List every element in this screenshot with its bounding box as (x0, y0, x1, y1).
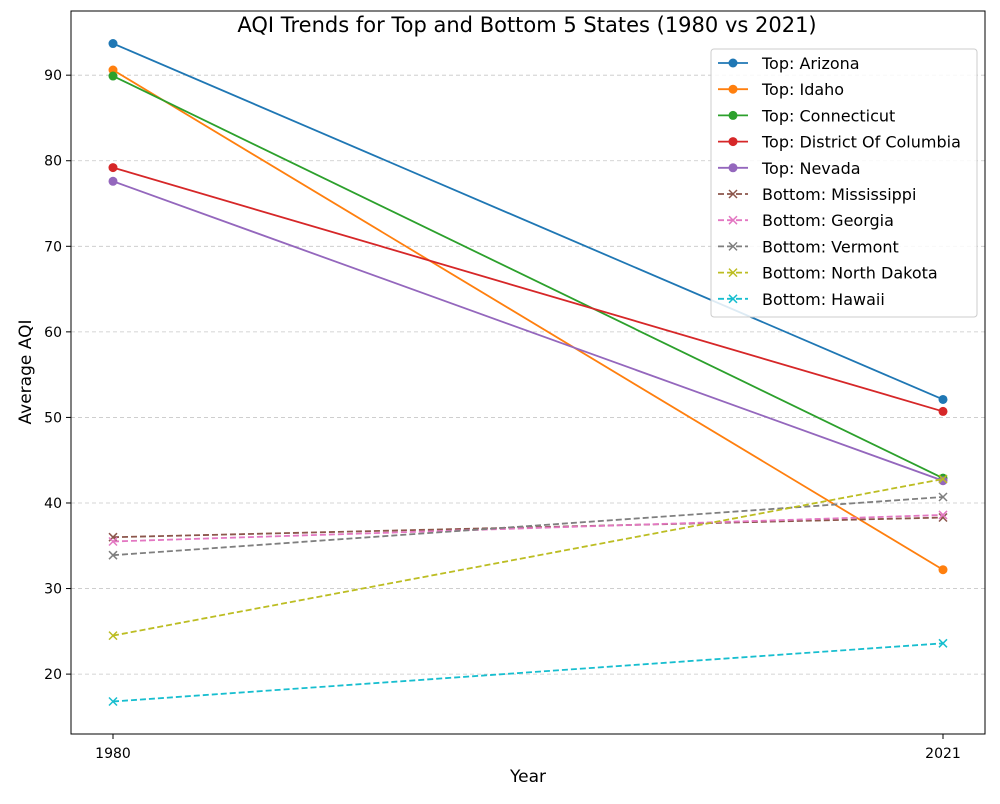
data-point (938, 394, 948, 404)
series-line (112, 75, 944, 479)
data-point (938, 476, 948, 486)
series-layer (108, 39, 948, 707)
plot-frame (70, 10, 986, 735)
legend-entry: Bottom: Georgia (718, 211, 894, 230)
series-line (112, 642, 944, 703)
legend-label: Bottom: North Dakota (762, 264, 938, 283)
data-point (108, 550, 118, 560)
legend-label: Top: Connecticut (761, 106, 895, 125)
data-point (108, 696, 118, 707)
y-tick-label: 80 (44, 154, 62, 170)
legend-entry: Bottom: Vermont (718, 237, 899, 256)
data-point (108, 163, 118, 173)
y-tick-label: 50 (44, 410, 62, 426)
y-tick-label: 20 (44, 667, 62, 683)
data-point (108, 176, 118, 186)
legend-swatch-marker (728, 294, 738, 304)
legend-swatch-marker (728, 268, 738, 278)
legend-label: Top: Arizona (761, 54, 860, 73)
legend-swatch-marker (728, 137, 738, 147)
data-point (938, 510, 948, 520)
series-3 (108, 163, 948, 416)
legend-swatch-marker (728, 189, 738, 199)
legend-label: Top: Nevada (761, 159, 861, 178)
legend-label: Bottom: Georgia (762, 211, 894, 230)
legend-swatch-marker (728, 58, 738, 68)
data-point (938, 638, 948, 648)
legend-entry: Bottom: North Dakota (718, 264, 938, 283)
y-axis-label: Average AQI (16, 320, 36, 425)
legend-box (710, 48, 978, 318)
y-axis: 20 30 40 50 60 70 80 90 (44, 68, 71, 683)
series-line (112, 42, 944, 401)
legend-entry: Bottom: Mississippi (718, 185, 916, 204)
series-4 (108, 176, 948, 486)
data-point (938, 512, 948, 523)
chart-title: AQI Trends for Top and Bottom 5 States (… (237, 13, 816, 37)
data-point (108, 71, 118, 81)
legend-label: Bottom: Vermont (762, 237, 899, 256)
series-7 (108, 492, 948, 560)
y-tick-label: 60 (44, 325, 62, 341)
x-tick-label: 2021 (925, 746, 961, 762)
series-0 (108, 39, 948, 404)
series-6 (108, 510, 948, 547)
legend-label: Bottom: Hawaii (762, 290, 885, 309)
y-tick-label: 70 (44, 239, 62, 255)
series-9 (108, 638, 948, 707)
legend-label: Top: District Of Columbia (761, 133, 961, 152)
legend-entry: Top: Arizona (718, 54, 860, 73)
x-axis: 1980 2021 (95, 734, 961, 762)
data-point (108, 536, 118, 547)
data-point (108, 631, 118, 641)
legend-swatch-marker (728, 163, 738, 173)
legend: Top: Arizona Top: Idaho Top: Connecticut To… (710, 48, 978, 318)
data-point (938, 406, 948, 416)
legend-swatch-marker (728, 84, 738, 94)
series-line (112, 496, 944, 557)
data-point (938, 492, 948, 502)
series-line (112, 514, 944, 543)
legend-entry: Bottom: Hawaii (718, 290, 885, 309)
legend-entry: Top: Idaho (718, 80, 844, 99)
legend-swatch-marker (728, 215, 738, 225)
series-8 (108, 474, 948, 641)
legend-label: Top: Idaho (761, 80, 844, 99)
y-tick-label: 30 (44, 582, 62, 598)
series-line (112, 478, 944, 637)
x-tick-label: 1980 (95, 746, 131, 762)
legend-label: Bottom: Mississippi (762, 185, 916, 204)
y-tick-label: 90 (44, 68, 62, 84)
x-axis-label: Year (509, 767, 546, 787)
series-line (112, 166, 944, 413)
y-tick-label: 40 (44, 496, 62, 512)
series-line (112, 180, 944, 482)
data-point (938, 474, 948, 484)
data-point (108, 39, 118, 49)
legend-entry: Top: District Of Columbia (718, 133, 961, 152)
legend-entry: Top: Connecticut (718, 106, 895, 125)
legend-entry: Top: Nevada (718, 159, 861, 178)
series-line (112, 69, 944, 571)
legend-swatch-marker (728, 241, 738, 251)
data-point (938, 565, 948, 575)
legend-swatch-marker (728, 110, 738, 120)
